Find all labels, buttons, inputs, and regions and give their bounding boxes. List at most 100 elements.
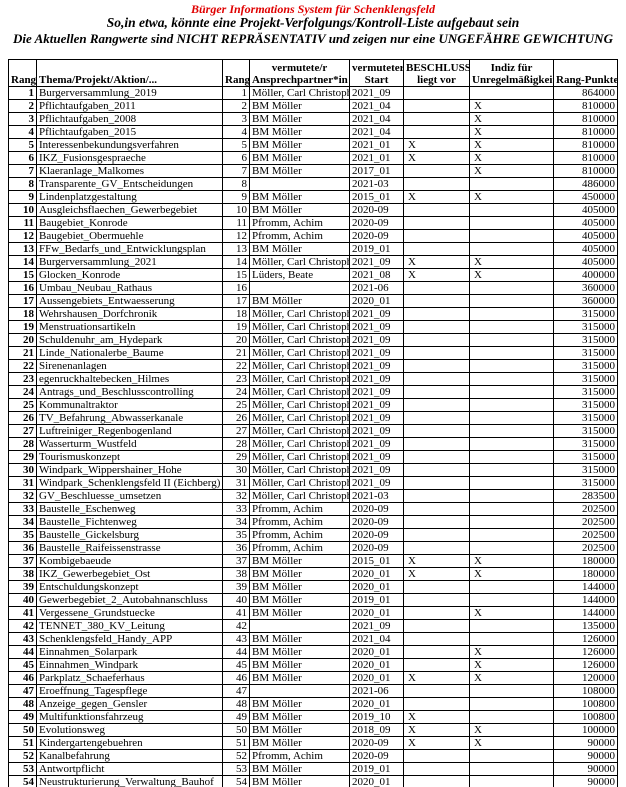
rank-cell: 20	[222, 333, 250, 347]
irregularity-cell	[469, 203, 554, 217]
decision-cell: X	[403, 138, 470, 152]
start-cell: 2017_01	[349, 164, 404, 178]
irregularity-cell	[469, 320, 554, 334]
contact-cell: Möller, Carl Christoph	[249, 346, 350, 360]
header-text: Rang	[11, 74, 37, 86]
table-row: 23 egenruckhaltebecken_Hilmes 23 Möller, Ca…	[8, 372, 618, 386]
rank-cell: 7	[222, 164, 250, 178]
rank-points-cell: 100800	[553, 710, 618, 724]
table-row: 26 TV_Befahrung_Abwasserkanale 26 Möller, C…	[8, 411, 618, 425]
rank-points-cell: 202500	[553, 502, 618, 516]
start-cell: 2021_09	[349, 86, 404, 100]
irregularity-cell	[469, 749, 554, 763]
irregularity-cell: X	[469, 723, 554, 737]
contact-cell	[249, 177, 350, 191]
table-row: 14 Burgerversammlung_2021 14 Möller, Carl C…	[8, 255, 618, 269]
start-cell: 2015_01	[349, 190, 404, 204]
table-row: 15 Glocken_Konrode 15 Lüders, Beate 2021_08 X…	[8, 268, 618, 282]
irregularity-cell	[469, 697, 554, 711]
start-cell: 2020-09	[349, 749, 404, 763]
decision-cell	[403, 684, 470, 698]
topic-cell: Sirenenanlagen	[36, 359, 223, 373]
start-cell: 2021_09	[349, 320, 404, 334]
start-cell: 2021_09	[349, 307, 404, 321]
rank-points-cell: 135000	[553, 619, 618, 633]
decision-cell: X	[403, 554, 470, 568]
topic-cell: Luftreiniger_Regenbogenland	[36, 424, 223, 438]
start-cell: 2021-03	[349, 177, 404, 191]
rank-points-cell: 360000	[553, 281, 618, 295]
decision-cell	[403, 372, 470, 386]
contact-cell	[249, 619, 350, 633]
start-cell: 2021_04	[349, 99, 404, 113]
contact-cell: BM Möller	[249, 138, 350, 152]
rank-cell: 16	[222, 281, 250, 295]
table-row: 1 Burgerversammlung_2019 1 Möller, Carl Chr…	[8, 86, 618, 100]
contact-cell: Möller, Carl Christoph	[249, 307, 350, 321]
header-text: Ansprechpartner*in	[252, 74, 348, 86]
decision-cell	[403, 203, 470, 217]
rank-cell: 41	[8, 606, 37, 620]
table-row: 2 Pflichtaufgaben_2011 2 BM Möller 2021_04 X 8…	[8, 99, 618, 113]
rank-cell: 48	[8, 697, 37, 711]
rank-cell: 31	[222, 476, 250, 490]
rank-points-cell: 315000	[553, 333, 618, 347]
table-row: 44 Einnahmen_Solarpark 44 BM Möller 2020_01 X…	[8, 645, 618, 659]
rank-cell: 50	[222, 723, 250, 737]
decision-cell	[403, 164, 470, 178]
decision-cell	[403, 281, 470, 295]
topic-cell: Lindenplatzgestaltung	[36, 190, 223, 204]
topic-cell: Glocken_Konrode	[36, 268, 223, 282]
topic-cell: FFw_Bedarfs_und_Entwicklungsplan	[36, 242, 223, 256]
start-cell: 2020-09	[349, 203, 404, 217]
contact-cell: BM Möller	[249, 99, 350, 113]
table-row: 49 Multifunktionsfahrzeug 49 BM Möller 2019_…	[8, 710, 618, 724]
rank-cell: 21	[8, 346, 37, 360]
contact-cell: BM Möller	[249, 632, 350, 646]
irregularity-cell	[469, 333, 554, 347]
rank-cell: 14	[222, 255, 250, 269]
irregularity-cell	[469, 593, 554, 607]
topic-cell: Burgerversammlung_2021	[36, 255, 223, 269]
decision-cell	[403, 619, 470, 633]
rank-cell: 29	[8, 450, 37, 464]
decision-cell	[403, 476, 470, 490]
header-text: liegt vor	[417, 74, 456, 86]
topic-cell: TV_Befahrung_Abwasserkanale	[36, 411, 223, 425]
start-cell: 2020-09	[349, 216, 404, 230]
topic-cell: Menstruationsartikeln	[36, 320, 223, 334]
table-row: 33 Baustelle_Eschenweg 33 Pfromm, Achim 2020…	[8, 502, 618, 516]
table-row: 36 Baustelle_Raifeissenstrasse 36 Pfromm, A…	[8, 541, 618, 555]
topic-cell: Vergessene_Grundstuecke	[36, 606, 223, 620]
start-cell: 2021_09	[349, 476, 404, 490]
start-cell: 2020-09	[349, 736, 404, 750]
header-text: Start	[364, 74, 389, 86]
decision-cell: X	[403, 671, 470, 685]
decision-cell	[403, 125, 470, 139]
rank-cell: 37	[222, 554, 250, 568]
irregularity-cell	[469, 489, 554, 503]
table-row: 9 Lindenplatzgestaltung 9 BM Möller 2015_01 X…	[8, 190, 618, 204]
start-cell: 2021_09	[349, 437, 404, 451]
contact-cell: Möller, Carl Christoph	[249, 86, 350, 100]
rank-cell: 44	[8, 645, 37, 659]
start-cell: 2021_04	[349, 112, 404, 126]
contact-cell: Möller, Carl Christoph	[249, 489, 350, 503]
topic-cell: Kindergartengebuehren	[36, 736, 223, 750]
topic-cell: Baustelle_Gickelsburg	[36, 528, 223, 542]
decision-cell	[403, 463, 470, 477]
irregularity-cell	[469, 281, 554, 295]
decision-cell	[403, 645, 470, 659]
contact-cell: BM Möller	[249, 242, 350, 256]
topic-cell: Entschuldungskonzept	[36, 580, 223, 594]
contact-cell: BM Möller	[249, 294, 350, 308]
start-cell: 2020-09	[349, 541, 404, 555]
start-cell: 2021_09	[349, 385, 404, 399]
rank-points-cell: 315000	[553, 398, 618, 412]
rank-cell: 52	[8, 749, 37, 763]
contact-cell: BM Möller	[249, 645, 350, 659]
irregularity-cell: X	[469, 736, 554, 750]
rank-cell: 3	[8, 112, 37, 126]
decision-cell	[403, 99, 470, 113]
rank-cell: 49	[222, 710, 250, 724]
